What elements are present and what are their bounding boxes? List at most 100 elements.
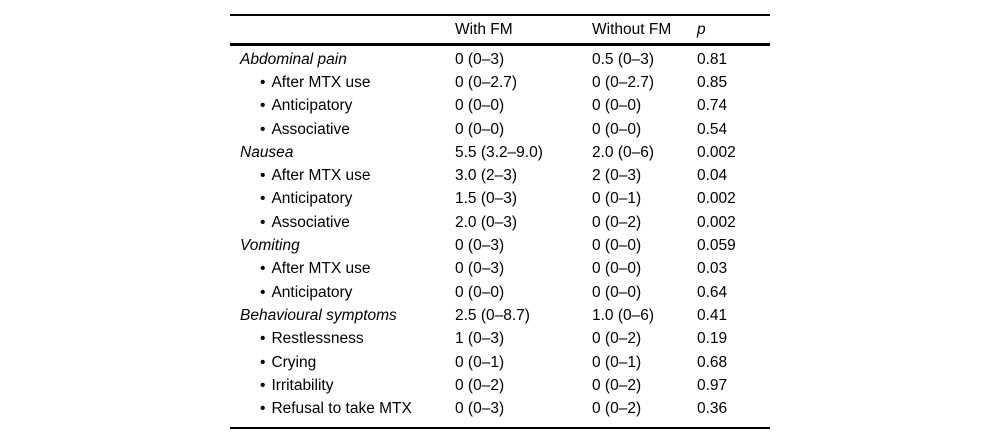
table-header-row: With FM Without FM p (230, 14, 770, 46)
cell-with-fm: 0 (0–3) (455, 400, 505, 418)
symptoms-comparison-table: With FM Without FM p Abdominal pain 0 (0–… (230, 14, 770, 429)
row-label-subitem: • After MTX use (230, 260, 455, 278)
cell-without-fm: 2.0 (0–6) (592, 143, 655, 161)
cell-with-fm: 1 (0–3) (455, 330, 505, 348)
row-label-subitem: • Refusal to take MTX (230, 400, 455, 418)
table-row: Abdominal pain 0 (0–3) 0.5 (0–3) 0.81 (230, 48, 770, 71)
row-label-text: Associative (271, 213, 350, 231)
cell-without-fm: 0 (0–2) (592, 213, 642, 231)
bullet-icon: • (260, 120, 266, 138)
cell-p-value: 0.68 (697, 353, 728, 371)
cell-p-value: 0.85 (697, 73, 728, 91)
cell-p-value: 0.059 (697, 237, 736, 255)
cell-with-fm: 0 (0–0) (455, 120, 505, 138)
cell-p-value: 0.81 (697, 50, 728, 68)
cell-p-value: 0.54 (697, 120, 728, 138)
cell-with-fm: 0 (0–2.7) (455, 73, 518, 91)
row-label-subitem: • After MTX use (230, 74, 455, 92)
bullet-icon: • (260, 213, 266, 231)
row-label-text: After MTX use (271, 73, 371, 91)
table-row: • Crying 0 (0–1) 0 (0–1) 0.68 (230, 351, 770, 374)
cell-without-fm: 1.0 (0–6) (592, 306, 655, 324)
cell-p-value: 0.64 (697, 283, 728, 301)
table-body: Abdominal pain 0 (0–3) 0.5 (0–3) 0.81 • After… (230, 46, 770, 429)
bullet-icon: • (260, 283, 266, 301)
cell-p-value: 0.41 (697, 306, 728, 324)
cell-with-fm: 0 (0–3) (455, 237, 505, 255)
table-row: • Anticipatory 0 (0–0) 0 (0–0) 0.74 (230, 95, 770, 118)
row-label-text: Abdominal pain (240, 50, 347, 68)
cell-p-value: 0.04 (697, 167, 728, 185)
table-row: Behavioural symptoms 2.5 (0–8.7) 1.0 (0–6)… (230, 304, 770, 327)
bullet-icon: • (260, 376, 266, 394)
cell-p-value: 0.002 (697, 143, 736, 161)
cell-without-fm: 0 (0–0) (592, 97, 642, 115)
cell-without-fm: 0 (0–2) (592, 330, 642, 348)
cell-without-fm: 0 (0–0) (592, 120, 642, 138)
bullet-icon: • (260, 353, 266, 371)
cell-p-value: 0.74 (697, 97, 728, 115)
bullet-icon: • (260, 190, 266, 208)
row-label-text: Vomiting (240, 237, 300, 255)
row-label-section: Behavioural symptoms (230, 307, 455, 325)
table-row: • Restlessness 1 (0–3) 0 (0–2) 0.19 (230, 328, 770, 351)
table-row: • After MTX use 3.0 (2–3) 2 (0–3) 0.04 (230, 164, 770, 187)
cell-with-fm: 0 (0–0) (455, 283, 505, 301)
cell-p-value: 0.002 (697, 190, 736, 208)
header-with-fm: With FM (455, 20, 513, 38)
table-row: • Associative 0 (0–0) 0 (0–0) 0.54 (230, 118, 770, 141)
cell-with-fm: 0 (0–1) (455, 353, 505, 371)
bullet-icon: • (260, 73, 266, 91)
row-label-text: After MTX use (271, 260, 371, 278)
table-row: • Irritability 0 (0–2) 0 (0–2) 0.97 (230, 374, 770, 397)
row-label-text: Anticipatory (271, 283, 353, 301)
table-row: • Anticipatory 1.5 (0–3) 0 (0–1) 0.002 (230, 188, 770, 211)
cell-without-fm: 0 (0–2.7) (592, 73, 655, 91)
cell-with-fm: 5.5 (3.2–9.0) (455, 143, 543, 161)
row-label-text: Associative (271, 120, 350, 138)
row-label-subitem: • Anticipatory (230, 190, 455, 208)
header-p-value: p (697, 20, 706, 38)
table-row: Vomiting 0 (0–3) 0 (0–0) 0.059 (230, 234, 770, 257)
table-row: • After MTX use 0 (0–3) 0 (0–0) 0.03 (230, 258, 770, 281)
row-label-subitem: • Crying (230, 354, 455, 372)
cell-p-value: 0.002 (697, 213, 736, 231)
cell-p-value: 0.19 (697, 330, 728, 348)
bullet-icon: • (260, 260, 266, 278)
table-row: • Associative 2.0 (0–3) 0 (0–2) 0.002 (230, 211, 770, 234)
row-label-text: Irritability (271, 376, 334, 394)
bullet-icon: • (260, 330, 266, 348)
cell-without-fm: 0 (0–2) (592, 400, 642, 418)
cell-p-value: 0.03 (697, 260, 728, 278)
cell-p-value: 0.36 (697, 400, 728, 418)
cell-without-fm: 0.5 (0–3) (592, 50, 655, 68)
cell-without-fm: 0 (0–1) (592, 353, 642, 371)
bullet-icon: • (260, 400, 266, 418)
table-row: • Anticipatory 0 (0–0) 0 (0–0) 0.64 (230, 281, 770, 304)
row-label-text: Restlessness (271, 330, 364, 348)
cell-with-fm: 3.0 (2–3) (455, 167, 518, 185)
cell-without-fm: 2 (0–3) (592, 167, 642, 185)
cell-with-fm: 0 (0–2) (455, 376, 505, 394)
row-label-section: Nausea (230, 144, 455, 162)
row-label-subitem: • Restlessness (230, 330, 455, 348)
cell-with-fm: 0 (0–3) (455, 50, 505, 68)
table-row: • After MTX use 0 (0–2.7) 0 (0–2.7) 0.85 (230, 71, 770, 94)
cell-with-fm: 0 (0–3) (455, 260, 505, 278)
cell-with-fm: 0 (0–0) (455, 97, 505, 115)
bullet-icon: • (260, 97, 266, 115)
cell-without-fm: 0 (0–2) (592, 376, 642, 394)
row-label-text: Refusal to take MTX (271, 400, 412, 418)
row-label-subitem: • Irritability (230, 377, 455, 395)
row-label-subitem: • Anticipatory (230, 284, 455, 302)
cell-without-fm: 0 (0–0) (592, 260, 642, 278)
row-label-section: Abdominal pain (230, 51, 455, 69)
table-row: Nausea 5.5 (3.2–9.0) 2.0 (0–6) 0.002 (230, 141, 770, 164)
row-label-text: Nausea (240, 143, 294, 161)
row-label-subitem: • Associative (230, 214, 455, 232)
cell-with-fm: 2.5 (0–8.7) (455, 306, 530, 324)
row-label-text: Anticipatory (271, 97, 353, 115)
row-label-section: Vomiting (230, 237, 455, 255)
row-label-text: Behavioural symptoms (240, 306, 397, 324)
